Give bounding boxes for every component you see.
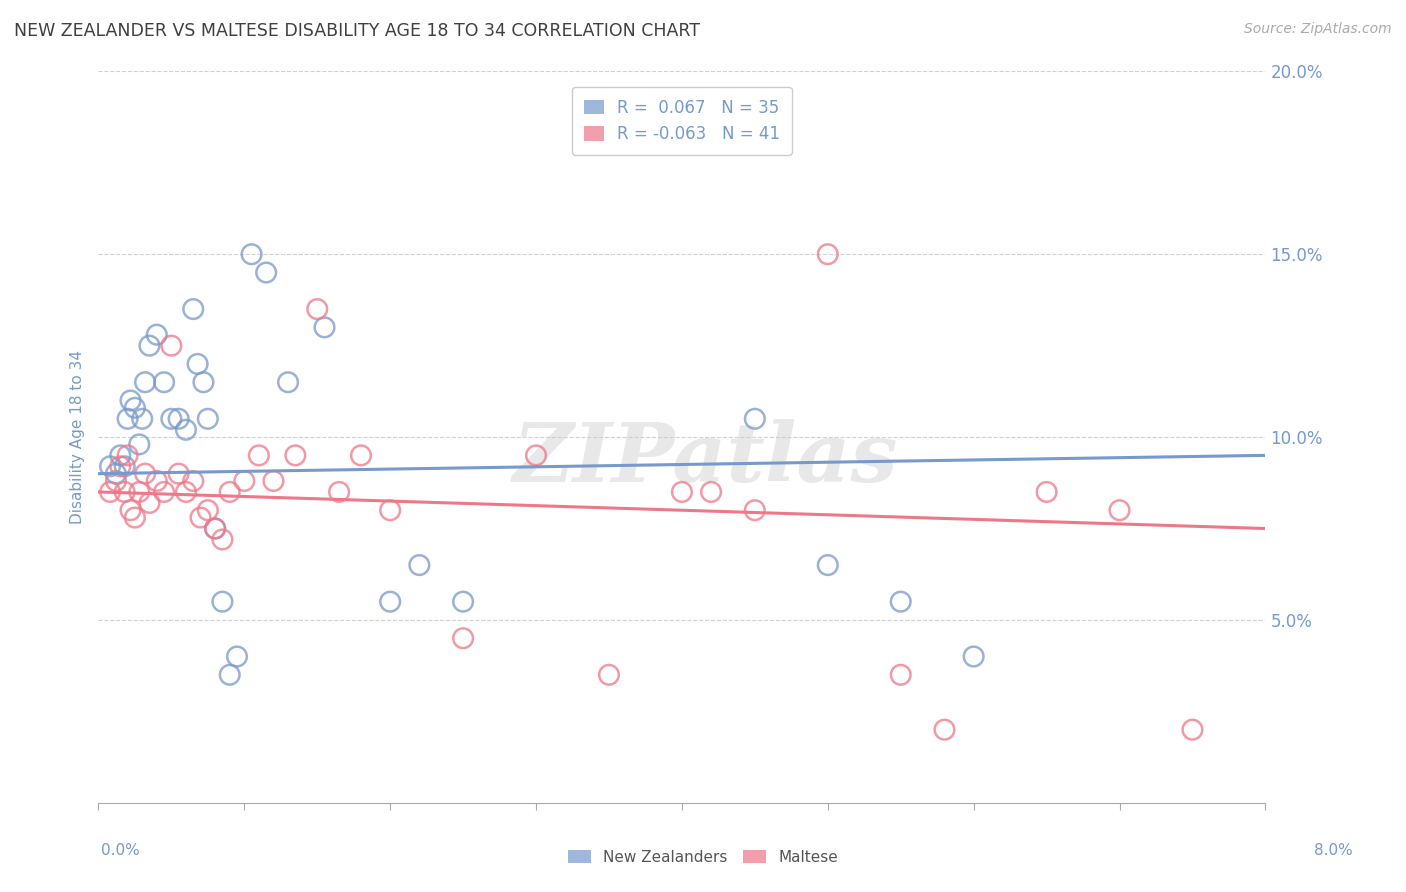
Text: 0.0%: 0.0% xyxy=(101,843,141,858)
Point xyxy=(174,485,197,500)
Point xyxy=(120,393,142,408)
Point xyxy=(380,594,402,608)
Point xyxy=(700,485,723,500)
Point xyxy=(146,474,169,488)
Point xyxy=(204,521,226,535)
Point xyxy=(114,459,136,474)
Point xyxy=(233,474,256,488)
Point xyxy=(962,649,984,664)
Point xyxy=(247,448,270,462)
Point xyxy=(350,448,373,462)
Point xyxy=(226,649,249,664)
Point xyxy=(117,412,139,426)
Point xyxy=(204,521,226,535)
Legend: R =  0.067   N = 35, R = -0.063   N = 41: R = 0.067 N = 35, R = -0.063 N = 41 xyxy=(572,87,792,154)
Point xyxy=(134,375,156,389)
Point xyxy=(218,485,240,500)
Point xyxy=(190,510,212,524)
Point xyxy=(284,448,307,462)
Point xyxy=(744,503,766,517)
Point xyxy=(197,412,219,426)
Point xyxy=(598,667,620,681)
Point xyxy=(124,401,146,415)
Point xyxy=(671,485,693,500)
Point xyxy=(197,503,219,517)
Point xyxy=(1181,723,1204,737)
Point xyxy=(124,510,146,524)
Point xyxy=(193,375,215,389)
Point xyxy=(153,375,176,389)
Point xyxy=(451,594,474,608)
Point xyxy=(744,412,766,426)
Point xyxy=(160,412,183,426)
Point xyxy=(181,301,204,317)
Point xyxy=(277,375,299,389)
Point xyxy=(817,247,839,261)
Point xyxy=(890,667,912,681)
Point xyxy=(328,485,350,500)
Point xyxy=(408,558,430,573)
Text: NEW ZEALANDER VS MALTESE DISABILITY AGE 18 TO 34 CORRELATION CHART: NEW ZEALANDER VS MALTESE DISABILITY AGE … xyxy=(14,22,700,40)
Point xyxy=(451,632,474,646)
Point xyxy=(110,448,132,462)
Point xyxy=(262,474,284,488)
Text: 8.0%: 8.0% xyxy=(1313,843,1353,858)
Point xyxy=(128,437,150,451)
Point xyxy=(153,485,176,500)
Point xyxy=(1035,485,1057,500)
Y-axis label: Disability Age 18 to 34: Disability Age 18 to 34 xyxy=(69,350,84,524)
Point xyxy=(146,327,169,342)
Point xyxy=(128,485,150,500)
Point xyxy=(160,338,183,352)
Point xyxy=(110,459,132,474)
Point xyxy=(890,594,912,608)
Point xyxy=(934,723,956,737)
Point xyxy=(98,459,121,474)
Point xyxy=(181,474,204,488)
Point xyxy=(104,474,127,488)
Point xyxy=(131,412,153,426)
Point xyxy=(254,266,277,280)
Point xyxy=(240,247,263,261)
Point xyxy=(117,448,139,462)
Point xyxy=(218,667,240,681)
Point xyxy=(524,448,547,462)
Point xyxy=(817,558,839,573)
Point xyxy=(211,533,233,547)
Legend: New Zealanders, Maltese: New Zealanders, Maltese xyxy=(562,844,844,871)
Point xyxy=(134,467,156,481)
Point xyxy=(174,423,197,437)
Point xyxy=(167,467,190,481)
Point xyxy=(380,503,402,517)
Point xyxy=(314,320,336,334)
Point xyxy=(138,496,160,510)
Point xyxy=(187,357,209,371)
Point xyxy=(138,338,160,352)
Point xyxy=(104,467,127,481)
Point xyxy=(307,301,329,317)
Text: Source: ZipAtlas.com: Source: ZipAtlas.com xyxy=(1244,22,1392,37)
Text: ZIPatlas: ZIPatlas xyxy=(513,419,898,499)
Point xyxy=(211,594,233,608)
Point xyxy=(98,485,121,500)
Point xyxy=(1108,503,1130,517)
Point xyxy=(120,503,142,517)
Point xyxy=(114,485,136,500)
Point xyxy=(167,412,190,426)
